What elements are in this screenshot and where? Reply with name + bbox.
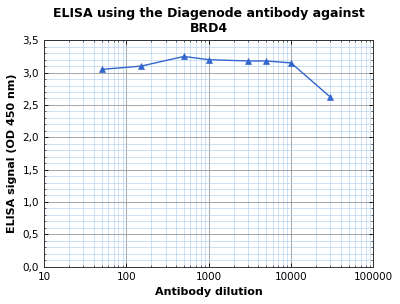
X-axis label: Antibody dilution: Antibody dilution (155, 287, 263, 297)
Y-axis label: ELISA signal (OD 450 nm): ELISA signal (OD 450 nm) (7, 74, 17, 233)
Title: ELISA using the Diagenode antibody against
BRD4: ELISA using the Diagenode antibody again… (53, 7, 365, 35)
